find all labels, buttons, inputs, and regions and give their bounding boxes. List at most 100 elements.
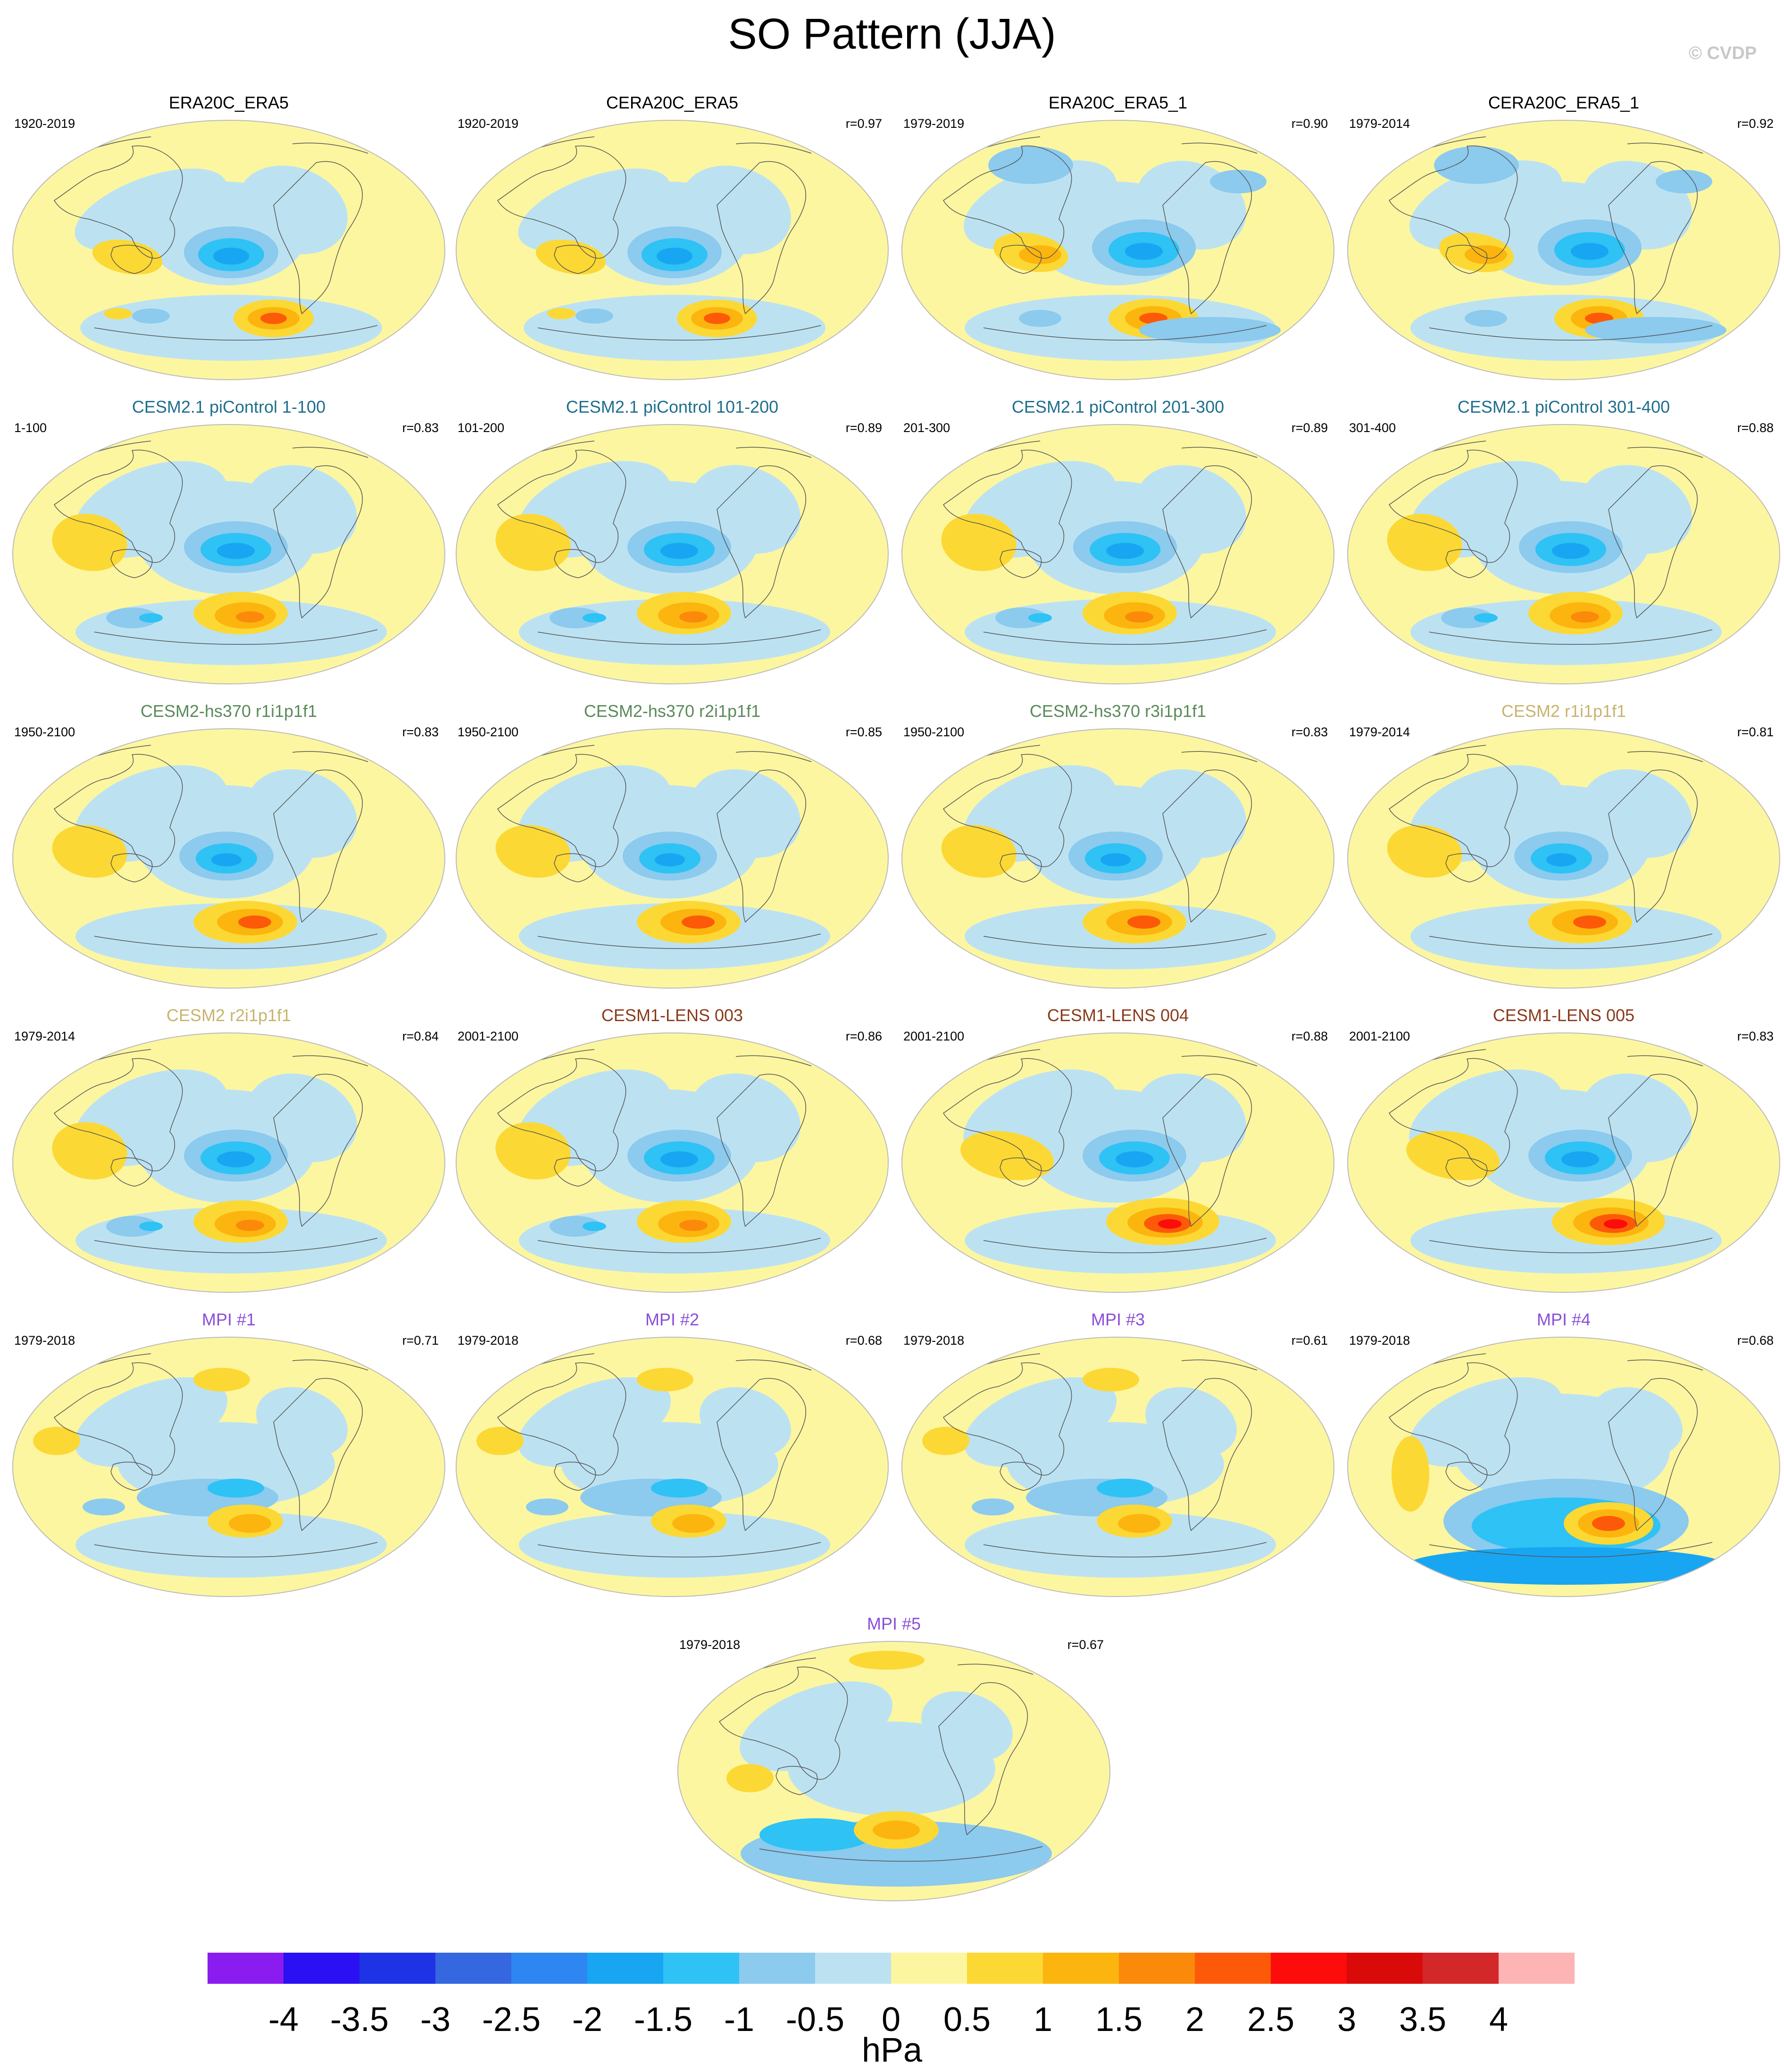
globe-outline bbox=[456, 1032, 889, 1293]
contour-region bbox=[700, 1387, 791, 1457]
panel-title: CESM2.1 piControl 201-300 bbox=[1011, 397, 1225, 416]
coastline bbox=[273, 1073, 363, 1227]
coastline bbox=[94, 1238, 378, 1254]
colorbar-tick-label: 4 bbox=[1489, 2001, 1509, 2039]
coastline bbox=[53, 1362, 183, 1476]
panel-period: 1-100 bbox=[14, 421, 47, 435]
colorbar-swatch bbox=[359, 1953, 435, 1984]
coastline bbox=[717, 161, 806, 315]
contour-region bbox=[524, 295, 825, 361]
coastline bbox=[942, 449, 1072, 563]
coastline bbox=[1445, 245, 1488, 274]
panel-title: MPI #1 bbox=[201, 1310, 256, 1329]
panel-title: MPI #2 bbox=[645, 1310, 700, 1329]
contour-region bbox=[995, 607, 1047, 628]
colorbar-tick-label: 2 bbox=[1185, 2001, 1205, 2039]
panel-period: 1979-2018 bbox=[14, 1333, 75, 1348]
contour-region bbox=[139, 613, 163, 623]
panel-title: CESM2-hs370 r2i1p1f1 bbox=[584, 701, 761, 721]
map-panel: MPI #4 1979-2018 r=0.68 bbox=[1344, 1309, 1783, 1599]
coastline bbox=[1429, 933, 1713, 949]
coastline bbox=[1000, 1462, 1042, 1491]
contour-region bbox=[1571, 243, 1609, 260]
panel-period: 1979-2018 bbox=[1349, 1333, 1410, 1348]
coastline bbox=[537, 325, 821, 341]
coastline bbox=[537, 1542, 821, 1558]
map-globe bbox=[901, 424, 1334, 684]
contour-region bbox=[238, 915, 271, 929]
panel-period: 1920-2019 bbox=[458, 116, 519, 131]
contour-region bbox=[519, 1512, 830, 1578]
contour-region bbox=[217, 543, 255, 559]
panel-period: 301-400 bbox=[1349, 421, 1396, 435]
contour-region bbox=[1387, 825, 1462, 878]
panel-correlation: r=0.68 bbox=[845, 1333, 882, 1348]
map-panel: MPI #3 1979-2018 r=0.61 bbox=[899, 1309, 1337, 1599]
contour-region bbox=[922, 1427, 969, 1455]
panel-title: CESM2.1 piControl 101-200 bbox=[566, 397, 779, 416]
contour-region bbox=[1158, 1219, 1182, 1229]
colorbar-swatch bbox=[891, 1953, 967, 1984]
panel-correlation: r=0.61 bbox=[1291, 1333, 1328, 1348]
map-panel: CERA20C_ERA5_1 1979-2014 r=0.92 bbox=[1344, 92, 1783, 382]
globe-outline bbox=[901, 1032, 1334, 1293]
panel-period: 101-200 bbox=[458, 421, 505, 435]
contour-region bbox=[106, 1216, 158, 1237]
contour-region bbox=[1116, 1151, 1153, 1167]
coastline bbox=[554, 245, 596, 274]
map-panel: CESM1-LENS 005 2001-2100 r=0.83 bbox=[1344, 1005, 1783, 1295]
panel-title: CESM1-LENS 003 bbox=[601, 1006, 743, 1025]
contour-region bbox=[1136, 769, 1246, 858]
colorbar-swatch bbox=[739, 1953, 815, 1984]
map-globe bbox=[456, 1032, 889, 1293]
colorbar-tick-label: 1.5 bbox=[1095, 2001, 1143, 2039]
contour-region bbox=[1406, 1547, 1726, 1585]
panel-title: ERA20C_ERA5_1 bbox=[1048, 93, 1188, 112]
contour-region bbox=[1406, 1131, 1500, 1181]
colorbar-swatch bbox=[1043, 1953, 1119, 1984]
map-globe bbox=[1347, 1337, 1780, 1597]
map-panel: CESM2 r1i1p1f1 1979-2014 r=0.81 bbox=[1344, 700, 1783, 990]
colorbar-swatch bbox=[208, 1953, 283, 1984]
contour-region bbox=[495, 1122, 571, 1180]
coastline bbox=[497, 449, 626, 563]
coastline bbox=[94, 629, 378, 645]
panel-correlation: r=0.68 bbox=[1737, 1333, 1774, 1348]
coastline bbox=[1608, 465, 1698, 619]
map-globe bbox=[12, 120, 445, 380]
colorbar-tick-label: -2.5 bbox=[482, 2001, 541, 2039]
contour-region bbox=[960, 1131, 1054, 1181]
panel-period: 1979-2018 bbox=[458, 1333, 519, 1348]
panel-title: MPI #4 bbox=[1536, 1310, 1591, 1329]
map-globe bbox=[12, 1032, 445, 1293]
panel-title: CESM2-hs370 r1i1p1f1 bbox=[140, 701, 317, 721]
map-globe bbox=[901, 1032, 1334, 1293]
coastline bbox=[1000, 549, 1042, 578]
coastline bbox=[110, 853, 153, 882]
coastline bbox=[273, 465, 363, 619]
panel-period: 2001-2100 bbox=[1349, 1029, 1410, 1043]
contour-region bbox=[965, 1512, 1276, 1578]
coastline bbox=[273, 1378, 363, 1531]
map-panel: MPI #2 1979-2018 r=0.68 bbox=[453, 1309, 892, 1599]
contour-region bbox=[672, 1514, 715, 1533]
contour-region bbox=[1656, 170, 1712, 193]
contour-region bbox=[759, 1818, 873, 1851]
contour-region bbox=[1552, 543, 1590, 559]
map-panel: ERA20C_ERA5 1920-2019 bbox=[9, 92, 448, 382]
contour-region bbox=[1585, 317, 1726, 343]
contour-region bbox=[941, 514, 1017, 571]
globe-outline bbox=[12, 1337, 445, 1597]
colorbar-swatch bbox=[1195, 1953, 1271, 1984]
panel-correlation: r=0.89 bbox=[845, 421, 882, 435]
contour-region bbox=[1127, 915, 1160, 929]
panel-title: CERA20C_ERA5 bbox=[606, 93, 739, 112]
map-panel: CESM2.1 piControl 101-200 101-200 r=0.89 bbox=[453, 396, 892, 686]
coastline bbox=[1429, 1542, 1713, 1558]
panel-title: CESM2 r1i1p1f1 bbox=[1501, 701, 1626, 721]
coastline bbox=[497, 754, 626, 867]
contour-region bbox=[1474, 613, 1498, 623]
panel-period: 2001-2100 bbox=[903, 1029, 965, 1043]
globe-outline bbox=[1347, 1337, 1780, 1597]
coastline bbox=[717, 1073, 806, 1227]
